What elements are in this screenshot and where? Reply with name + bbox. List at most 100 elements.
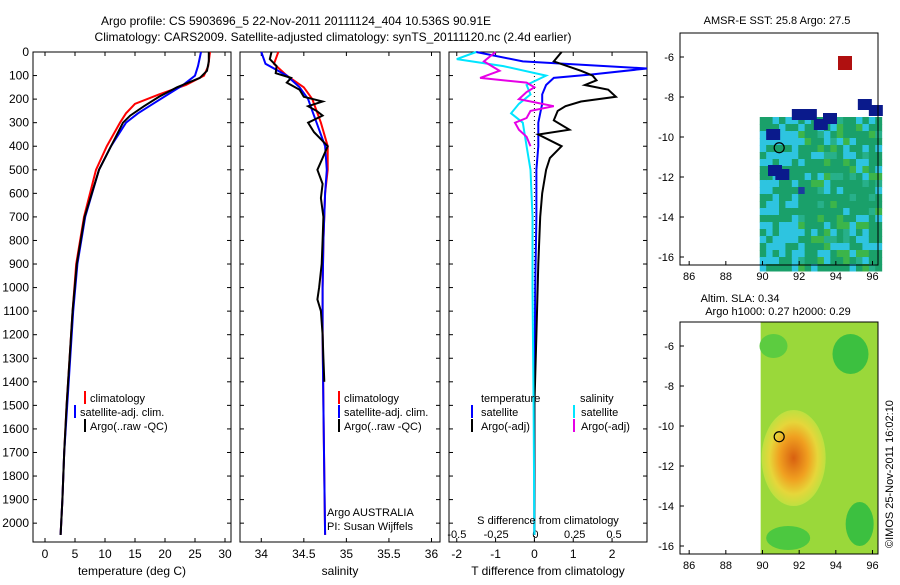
sst-cell: [862, 250, 870, 258]
sst-cell: [766, 194, 774, 202]
sst-cell: [817, 194, 825, 202]
sst-cell: [811, 187, 818, 195]
sst-cell: [772, 236, 780, 244]
sst-cell: [856, 138, 863, 146]
salinity-lines: [260, 51, 329, 535]
sst-cell: [772, 159, 780, 167]
sst-cell: [785, 264, 793, 272]
sst-cell: [836, 222, 844, 230]
sst-cell: [798, 243, 806, 251]
series-line: [268, 51, 329, 382]
sst-cell: [759, 159, 767, 167]
sst-cell: [798, 194, 806, 202]
sst-cell: [836, 215, 844, 223]
sst-cell: [843, 215, 851, 223]
lat-tick-label: -8: [664, 92, 674, 104]
sst-cell: [775, 169, 790, 180]
sst-cell: [875, 131, 883, 139]
sst-cell: [875, 173, 883, 181]
legend-s-satellite-label: satellite: [581, 407, 618, 419]
sst-cell: [849, 124, 857, 132]
sst-cell: [766, 236, 774, 244]
sst-cell: [868, 145, 876, 153]
sst-cell: [772, 208, 780, 216]
sst-cell: [830, 194, 838, 202]
sst-cell: [830, 180, 838, 188]
sst-cell: [759, 236, 767, 244]
depth-tick-label: 1100: [3, 304, 29, 318]
legend-t-satellite-label: satellite: [481, 407, 518, 419]
sst-cell: [772, 145, 780, 153]
sst-cell: [772, 187, 780, 195]
sst-cell: [862, 159, 870, 167]
depth-tick-label: 100: [9, 69, 29, 83]
temperature-lines: [59, 51, 211, 535]
series-line: [59, 51, 211, 535]
sst-cell: [849, 201, 857, 209]
sst-cell: [791, 138, 799, 146]
legend-s-argo-label: Argo(-adj): [581, 421, 630, 433]
sst-cell: [802, 109, 817, 120]
sst-cell: [766, 187, 774, 195]
sst-cell: [836, 173, 844, 181]
sst-cell: [791, 250, 799, 258]
sst-cell: [804, 229, 812, 237]
sst-cell: [830, 138, 838, 146]
sst-cell: [823, 243, 831, 251]
sst-cell: [811, 236, 818, 244]
sst-heatmap-cells: [759, 99, 883, 272]
sst-cell: [868, 138, 876, 146]
sst-cell: [862, 117, 870, 125]
sst-cell: [785, 187, 793, 195]
sst-cell: [791, 152, 799, 160]
sst-cell: [849, 215, 857, 223]
sst-cell: [759, 117, 767, 125]
sst-cell: [823, 187, 831, 195]
salinity-xlabel: salinity: [322, 564, 359, 578]
sst-cell: [804, 152, 812, 160]
header-line1: Argo profile: CS 5903696_5 22-Nov-2011 2…: [101, 14, 491, 28]
sst-cell: [862, 222, 870, 230]
sst-cell: [836, 187, 844, 195]
sst-cell: [785, 159, 793, 167]
depth-tick-label: 200: [9, 92, 29, 106]
sst-cell: [772, 152, 780, 160]
sst-cell: [804, 166, 812, 174]
sst-cell: [766, 264, 774, 272]
sst-cell: [791, 236, 799, 244]
sst-cell: [823, 113, 837, 124]
sst-cell: [836, 180, 844, 188]
sst-cell: [766, 257, 774, 265]
depth-tick-label: 1200: [2, 328, 29, 342]
sst-cell: [830, 229, 838, 237]
sst-cell: [798, 250, 806, 258]
sst-cell: [766, 250, 774, 258]
lon-tick-label: 92: [793, 560, 805, 572]
depth-tick-label: 1000: [2, 281, 29, 295]
sst-cell: [766, 243, 774, 251]
x-tick-label: 5: [72, 547, 79, 561]
sla-blob: [766, 526, 811, 550]
argo-agency: Argo AUSTRALIA: [327, 507, 414, 519]
sst-cell: [856, 131, 863, 139]
sst-cell: [779, 264, 786, 272]
sst-cell: [856, 243, 863, 251]
sst-cell: [759, 145, 767, 153]
sst-cell: [830, 257, 838, 265]
sst-cell: [811, 215, 818, 223]
sst-cell: [791, 229, 799, 237]
sst-cell: [768, 165, 782, 176]
sst-cell: [856, 173, 863, 181]
sst-title: AMSR-E SST: 25.8 Argo: 27.5: [704, 15, 851, 27]
series-line: [479, 51, 554, 147]
sst-cell: [830, 159, 838, 167]
lon-tick-label: 88: [720, 560, 732, 572]
sst-cell: [823, 264, 831, 272]
sst-cell: [823, 257, 831, 265]
sst-cell: [817, 250, 825, 258]
sst-cell: [785, 257, 793, 265]
sst-cell: [862, 124, 870, 132]
sst-cell: [856, 208, 863, 216]
sst-cell: [868, 152, 876, 160]
sst-cell: [811, 208, 818, 216]
